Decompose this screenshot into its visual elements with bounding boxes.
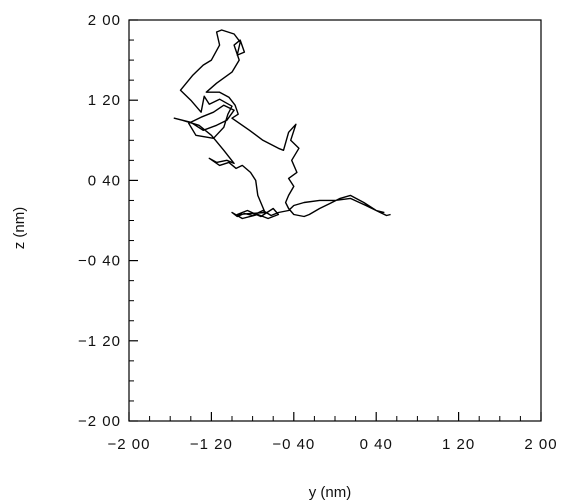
y-tick-label: 1 20	[88, 92, 121, 109]
trajectory-line	[173, 29, 391, 220]
y-axis-label: z (nm)	[11, 207, 28, 250]
y-tick-label: −0 40	[78, 253, 121, 270]
plot-area	[128, 19, 542, 422]
y-tick-label: 2 00	[88, 12, 121, 29]
x-tick-label: 0 40	[360, 436, 393, 453]
y-tick-label: −2 00	[78, 413, 121, 430]
y-tick-label: 0 40	[88, 172, 121, 189]
x-axis-label: y (nm)	[309, 484, 352, 501]
plot-frame	[128, 19, 542, 422]
x-tick-label: −2 00	[108, 436, 151, 453]
x-tick-label: 2 00	[524, 436, 557, 453]
x-tick-label: −1 20	[190, 436, 233, 453]
y-tick-label: −1 20	[78, 333, 121, 350]
x-tick-label: −0 40	[272, 436, 315, 453]
x-tick-label: 1 20	[442, 436, 475, 453]
x-axis: −2 00 −1 20 −0 40 0 40 1 20 2 00	[108, 412, 557, 453]
y-axis: −2 00 −1 20 −0 40 0 40 1 20 2 00	[78, 12, 138, 430]
